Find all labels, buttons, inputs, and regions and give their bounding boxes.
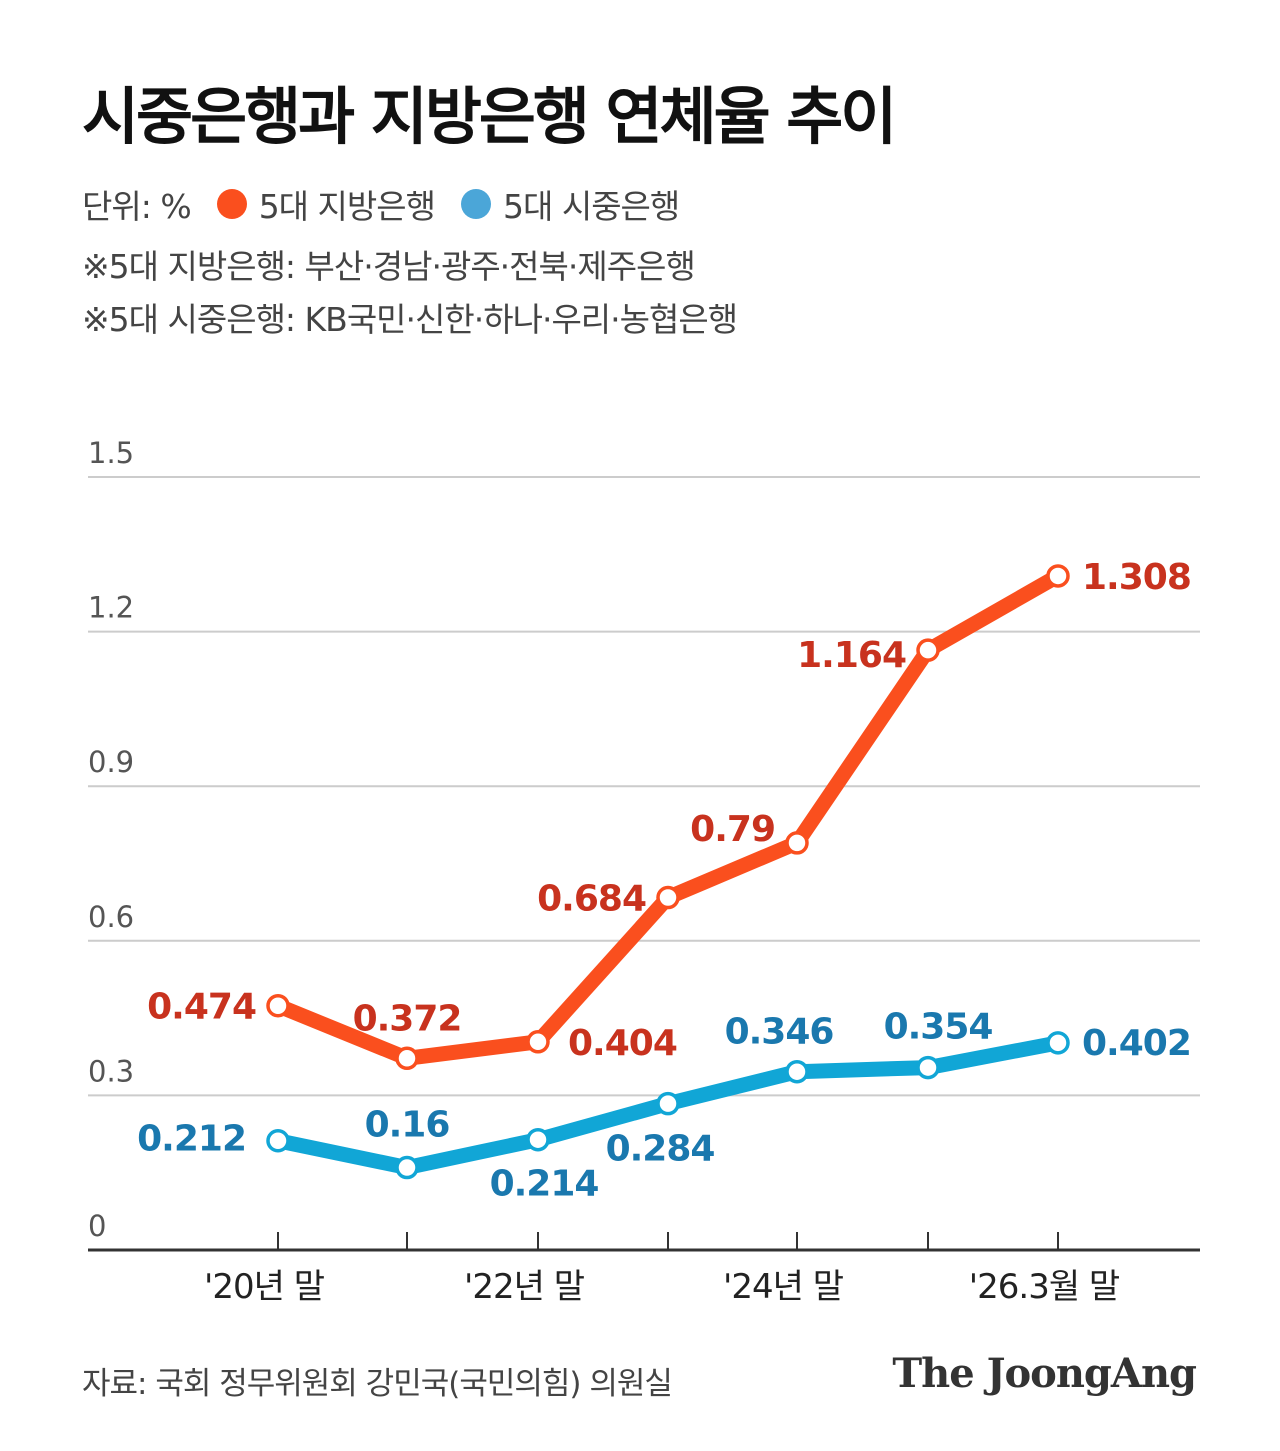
y-tick-label-2: 0.6 [88, 900, 134, 934]
data-point-commercial-6 [1046, 1031, 1070, 1055]
data-point-commercial-2 [526, 1127, 550, 1152]
data-point-regional-1 [395, 1046, 419, 1071]
y-tick-label-1: 0.3 [88, 1054, 134, 1088]
data-point-commercial-4 [785, 1059, 809, 1084]
x-tick-label-4: '24년 말 [723, 1267, 844, 1307]
note-regional: ※5대 지방은행: 부산·경남·광주·전북·제주은행 [82, 247, 696, 286]
legend-label-regional: 5대 지방은행 [258, 187, 436, 226]
x-tick-label-2: '22년 말 [464, 1267, 585, 1307]
data-point-regional-0 [266, 993, 290, 1018]
data-label-commercial-3: 0.284 [606, 1129, 715, 1170]
data-label-commercial-2: 0.214 [490, 1164, 599, 1205]
unit-label: 단위: % [82, 187, 192, 226]
data-point-regional-6 [1046, 564, 1070, 588]
legend-dot-regional [216, 189, 247, 219]
legend-item-regional: 5대 지방은행 [216, 180, 436, 228]
y-tick-label-4: 1.2 [88, 591, 134, 625]
data-label-commercial-4: 0.346 [725, 1012, 834, 1053]
legend-dot-commercial [460, 189, 491, 219]
data-point-regional-2 [526, 1030, 550, 1054]
data-point-commercial-1 [395, 1155, 419, 1180]
data-label-regional-6: 1.308 [1082, 557, 1191, 598]
legend-item-commercial: 5대 시중은행 [460, 180, 680, 228]
legend-row: 단위: % 5대 지방은행 5대 시중은행 [82, 180, 680, 228]
data-label-regional-2: 0.404 [568, 1023, 677, 1064]
data-point-commercial-5 [916, 1055, 940, 1080]
brand-logo: The JoongAng [892, 1350, 1197, 1397]
y-tick-label-0: 0 [88, 1209, 106, 1243]
data-label-commercial-5: 0.354 [884, 1007, 993, 1048]
data-point-commercial-0 [266, 1128, 290, 1153]
data-label-regional-5: 1.164 [797, 635, 906, 676]
data-point-regional-4 [785, 831, 809, 855]
y-tick-label-3: 0.9 [88, 745, 134, 779]
data-label-commercial-1: 0.16 [365, 1105, 450, 1146]
data-label-regional-0: 0.474 [147, 987, 256, 1028]
data-point-commercial-3 [656, 1091, 680, 1116]
data-label-regional-1: 0.372 [353, 998, 462, 1039]
legend-label-commercial: 5대 시중은행 [502, 187, 680, 226]
data-label-regional-4: 0.79 [690, 809, 775, 850]
data-point-regional-5 [916, 638, 940, 662]
chart-title: 시중은행과 지방은행 연체율 추이 [82, 80, 897, 153]
x-tick-label-0: '20년 말 [204, 1267, 325, 1307]
source-note: 자료: 국회 정무위원회 강민국(국민의힘) 의원실 [82, 1366, 673, 1402]
series-line-regional [270, 568, 1066, 1066]
data-point-regional-3 [656, 885, 680, 910]
x-tick-label-6: '26.3월 말 [969, 1267, 1120, 1307]
y-tick-label-5: 1.5 [88, 436, 134, 470]
data-label-commercial-0: 0.212 [137, 1119, 246, 1160]
data-label-commercial-6: 0.402 [1082, 1023, 1191, 1064]
data-label-regional-3: 0.684 [537, 879, 646, 920]
note-commercial: ※5대 시중은행: KB국민·신한·하나·우리·농협은행 [82, 300, 738, 339]
